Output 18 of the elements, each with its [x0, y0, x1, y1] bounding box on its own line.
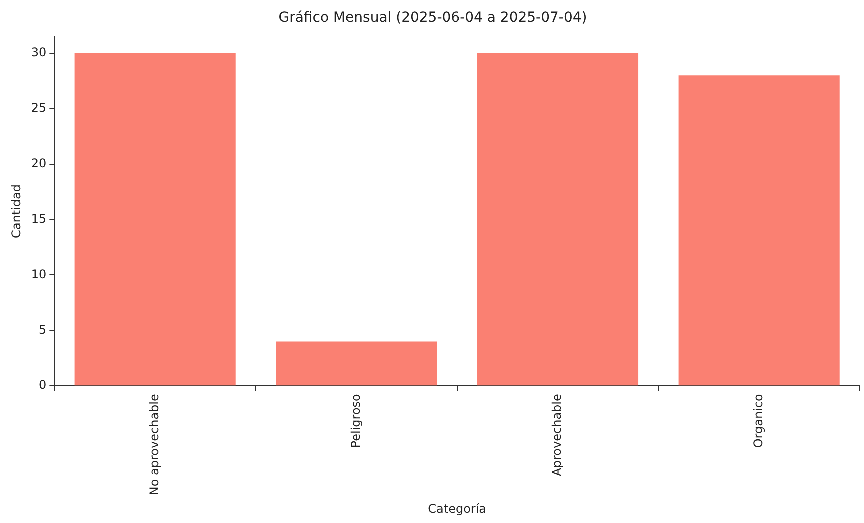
bar: [276, 342, 438, 386]
y-tick-label: 20: [31, 156, 47, 170]
y-tick-label: 30: [31, 46, 47, 60]
y-tick-label: 5: [39, 322, 47, 337]
x-tick-label: Aprovechable: [550, 394, 564, 476]
chart-title: Gráfico Mensual (2025-06-04 a 2025-07-04): [278, 10, 588, 26]
y-tick-label: 25: [31, 101, 47, 116]
x-axis-title: Categoría: [428, 502, 487, 516]
bar: [678, 76, 840, 386]
x-tick-label: Organico: [751, 394, 766, 448]
y-tick-label: 0: [39, 378, 47, 392]
y-tick-label: 15: [31, 212, 47, 226]
bar: [74, 53, 236, 386]
y-axis-title: Cantidad: [9, 184, 24, 238]
y-tick-label: 10: [31, 267, 47, 282]
x-tick-label: Peligroso: [348, 394, 363, 448]
x-tick-label: No aprovechable: [147, 394, 162, 496]
bar: [477, 53, 639, 386]
